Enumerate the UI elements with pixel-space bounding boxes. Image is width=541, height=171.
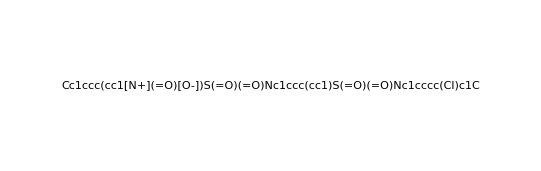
Text: Cc1ccc(cc1[N+](=O)[O-])S(=O)(=O)Nc1ccc(cc1)S(=O)(=O)Nc1cccc(Cl)c1C: Cc1ccc(cc1[N+](=O)[O-])S(=O)(=O)Nc1ccc(c… [61,81,480,90]
